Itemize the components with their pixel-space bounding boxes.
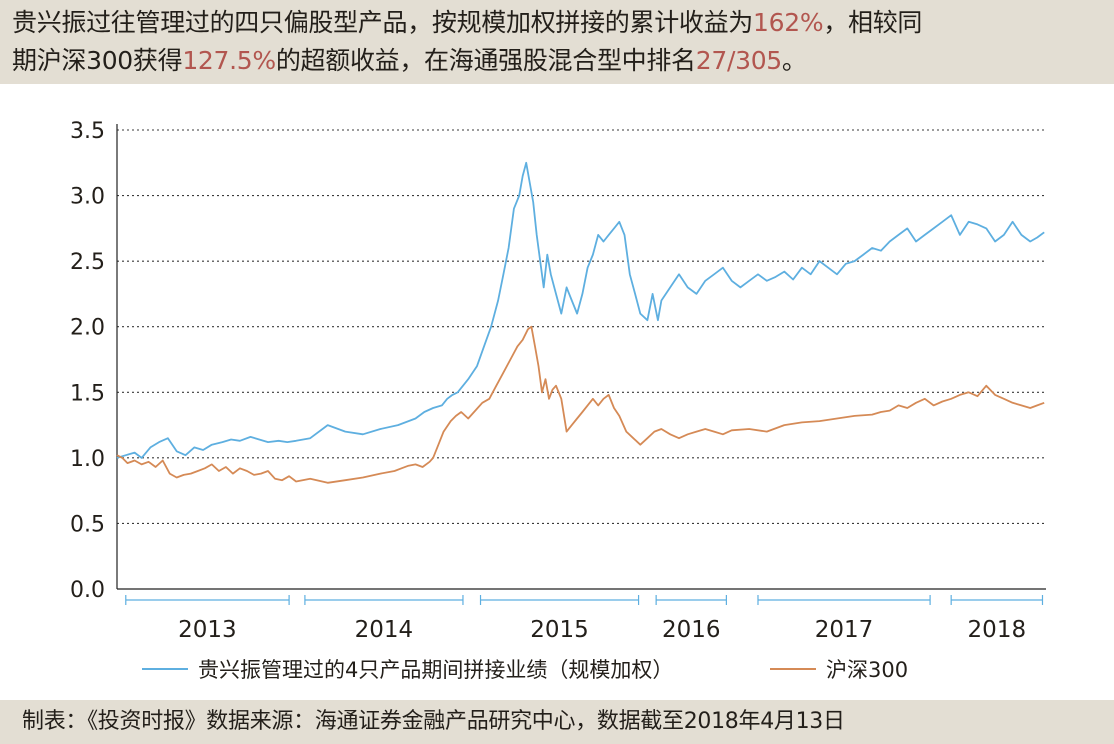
summary-text: 。	[781, 46, 807, 75]
summary-text: 期沪深300获得	[12, 46, 183, 75]
summary-line-2: 期沪深300获得127.5%的超额收益，在海通强股混合型中排名27/305。	[12, 42, 1104, 80]
summary-text: ，相较同	[823, 8, 923, 37]
x-year-label: 2013	[178, 617, 237, 643]
y-tick-label: 1.0	[70, 447, 105, 472]
y-tick-label: 2.0	[70, 316, 105, 341]
source-footer: 制表：《投资时报》数据来源：海通证券金融产品研究中心，数据截至2018年4月13…	[0, 700, 1114, 744]
line-chart: 0.0 0.5 1.0 1.5 2.0 2.5 3.0 3.5 2013 2014 2015 2016…	[70, 119, 1046, 682]
return-highlight: 162%	[753, 8, 824, 37]
y-tick-label: 0.5	[70, 512, 105, 537]
y-tick-label: 1.5	[70, 381, 105, 406]
y-tick-label: 0.0	[70, 578, 105, 603]
summary-line-1: 贵兴振过往管理过的四只偏股型产品，按规模加权拼接的累计收益为162%，相较同	[12, 4, 1104, 42]
y-tick-label: 2.5	[70, 250, 105, 275]
x-year-label: 2016	[662, 617, 721, 643]
series-line-csi300	[116, 325, 1045, 484]
x-year-label: 2015	[530, 617, 589, 643]
x-year-label: 2018	[968, 617, 1027, 643]
summary-header: 贵兴振过往管理过的四只偏股型产品，按规模加权拼接的累计收益为162%，相较同 期…	[0, 0, 1114, 84]
x-year-label: 2017	[815, 617, 874, 643]
rank-highlight: 27/305	[695, 46, 782, 75]
summary-text: 贵兴振过往管理过的四只偏股型产品，按规模加权拼接的累计收益为	[12, 8, 754, 37]
y-tick-label: 3.0	[70, 185, 105, 210]
summary-text: 的超额收益，在海通强股混合型中排名	[275, 46, 696, 75]
series-line-fund	[116, 161, 1045, 459]
chart-panel: 0.0 0.5 1.0 1.5 2.0 2.5 3.0 3.5 2013 2014 2015 2016…	[0, 84, 1114, 700]
excess-return-highlight: 127.5%	[182, 46, 276, 75]
x-year-label: 2014	[355, 617, 414, 643]
legend-label: 沪深300	[826, 658, 908, 682]
y-tick-label: 3.5	[70, 119, 105, 144]
legend-label: 贵兴振管理过的4只产品期间拼接业绩（规模加权）	[198, 658, 673, 682]
